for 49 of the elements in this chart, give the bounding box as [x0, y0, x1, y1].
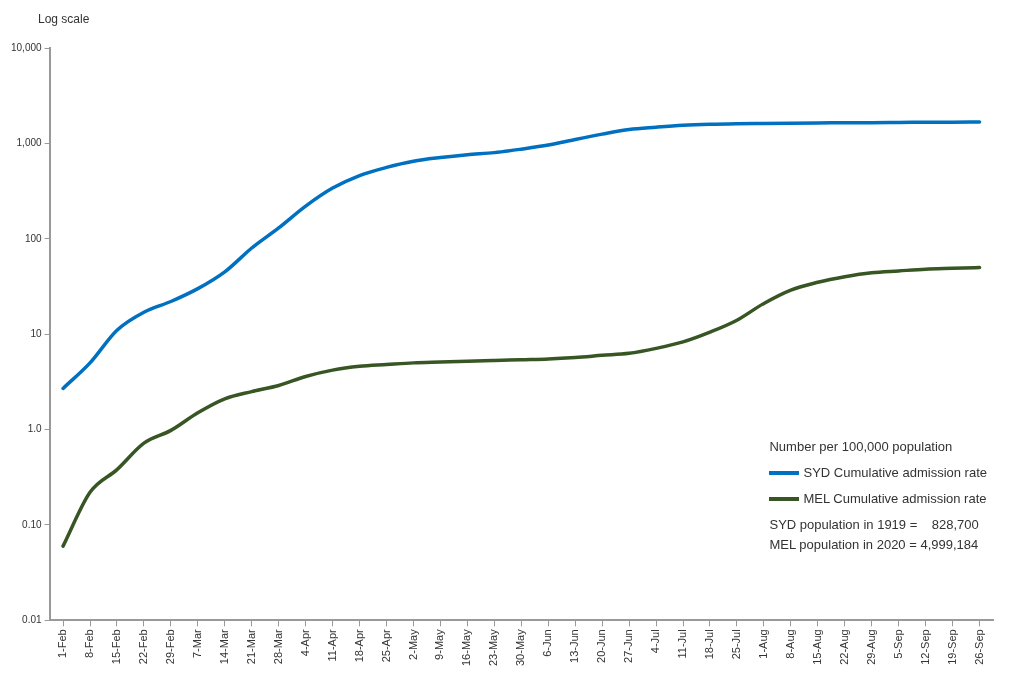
x-tick-label: 11-Jul — [676, 629, 689, 659]
x-tick-label: 5-Sep — [891, 629, 904, 659]
x-tick-label: 29-Aug — [864, 629, 877, 665]
annotation: MEL population in 2020 = 4,999,184 — [769, 536, 980, 554]
y-tick-label: 100 — [24, 232, 43, 244]
x-tick-label: 1-Feb — [56, 629, 69, 659]
x-tick-label: 12-Sep — [918, 629, 931, 665]
x-tick-label: 29-Feb — [163, 629, 176, 665]
x-tick-label: 25-Apr — [379, 629, 392, 663]
line-series — [61, 120, 982, 391]
x-tick-label: 19-Sep — [945, 629, 958, 665]
y-tick-label: 1,000 — [16, 137, 43, 149]
x-tick-label: 23-May — [487, 628, 500, 667]
x-tick-label: 18-Jul — [703, 629, 716, 660]
legend-label: MEL Cumulative admission rate — [803, 490, 987, 508]
x-tick-label: 15-Aug — [810, 629, 823, 665]
x-tick-label: 2-May — [406, 628, 419, 660]
y-tick-label: 0.10 — [22, 518, 43, 530]
x-tick-label: 25-Jul — [729, 629, 742, 660]
y-tick-label: 10,000 — [10, 41, 43, 53]
x-tick-label: 22-Aug — [837, 629, 850, 665]
y-tick-label: 1.0 — [27, 423, 43, 435]
x-tick-label: 18-Apr — [352, 629, 365, 663]
x-tick-label: 11-Apr — [325, 628, 338, 662]
x-tick-label: 4-Apr — [298, 628, 311, 657]
x-tick-label: 1-Aug — [756, 629, 769, 659]
x-tick-label: 16-May — [460, 628, 473, 667]
x-tick-label: 21-Mar — [244, 628, 257, 665]
y-tick-label: 10 — [30, 327, 43, 339]
x-tick-label: 4-Jul — [649, 629, 662, 654]
x-tick-label: 20-Jun — [595, 629, 608, 663]
legend-label: SYD Cumulative admission rate — [803, 464, 987, 482]
annotation: SYD population in 1919 = 828,700 — [769, 516, 980, 534]
x-tick-label: 28-Mar — [271, 628, 284, 665]
x-tick-label: 27-Jun — [622, 629, 635, 663]
x-tick-label: 30-May — [514, 628, 527, 667]
legend-title: Number per 100,000 population — [769, 438, 954, 456]
x-tick-label: 6-Jun — [541, 629, 554, 657]
y-tick-label: 0.01 — [22, 614, 43, 626]
x-tick-label: 22-Feb — [136, 629, 149, 665]
x-tick-label: 8-Aug — [783, 629, 796, 659]
y-axis-title: Log scale — [38, 12, 90, 26]
x-tick-label: 15-Feb — [110, 629, 122, 665]
x-tick-label: 26-Sep — [972, 629, 985, 665]
x-tick-label: 8-Feb — [83, 629, 96, 659]
x-tick-label: 14-Mar — [217, 628, 230, 665]
x-tick-label: 13-Jun — [568, 629, 581, 663]
x-tick-label: 7-Mar — [190, 628, 203, 659]
x-tick-label: 9-May — [433, 628, 446, 660]
